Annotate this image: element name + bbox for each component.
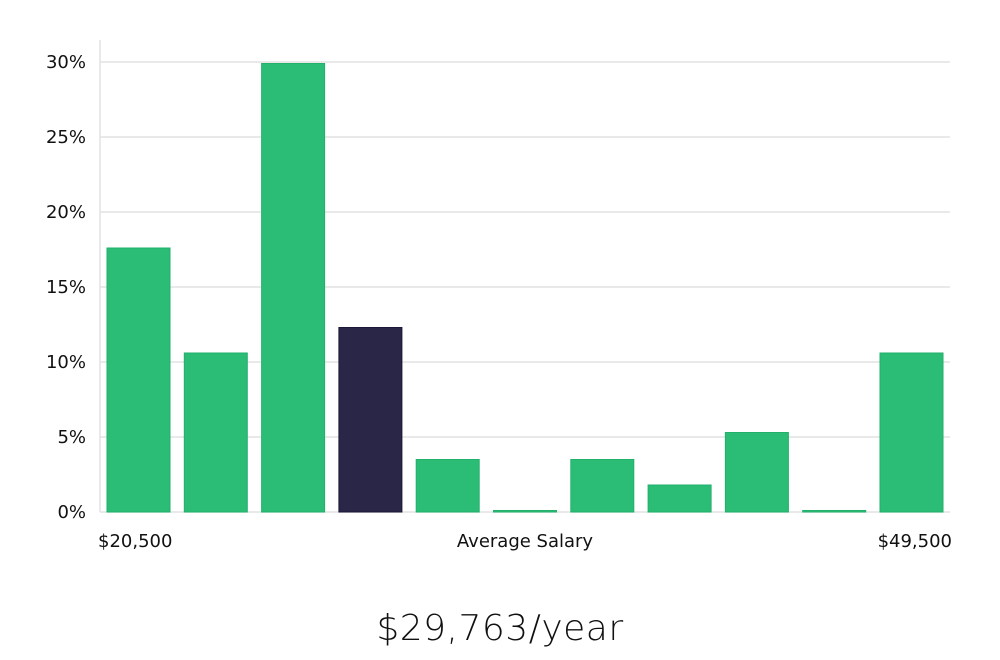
bar xyxy=(415,459,480,513)
y-tick-label: 15% xyxy=(46,277,86,298)
bar xyxy=(879,352,944,513)
y-tick-label: 30% xyxy=(46,52,86,73)
y-tick-label: 0% xyxy=(57,502,86,523)
y-axis-ticks: 0% 5% 10% 15% 20% 25% 30% xyxy=(46,52,86,523)
average-salary-value: $29,763/year xyxy=(376,608,624,649)
bars xyxy=(106,63,944,513)
bar xyxy=(802,510,867,513)
bar xyxy=(724,432,789,513)
x-max-label: $49,500 xyxy=(878,531,952,552)
bar xyxy=(261,63,326,513)
bar xyxy=(183,352,248,513)
y-tick-label: 10% xyxy=(46,352,86,373)
bar xyxy=(106,247,171,513)
x-min-label: $20,500 xyxy=(98,531,172,552)
bar-highlighted xyxy=(338,327,403,513)
y-tick-label: 20% xyxy=(46,202,86,223)
bar xyxy=(493,510,557,513)
y-tick-label: 5% xyxy=(57,427,86,448)
bar xyxy=(647,484,712,513)
salary-histogram: 0% 5% 10% 15% 20% 25% 30% $20,500 Average Sala… xyxy=(46,40,952,552)
y-tick-label: 25% xyxy=(46,127,86,148)
x-axis-title: Average Salary xyxy=(457,531,594,552)
bar xyxy=(570,459,635,513)
